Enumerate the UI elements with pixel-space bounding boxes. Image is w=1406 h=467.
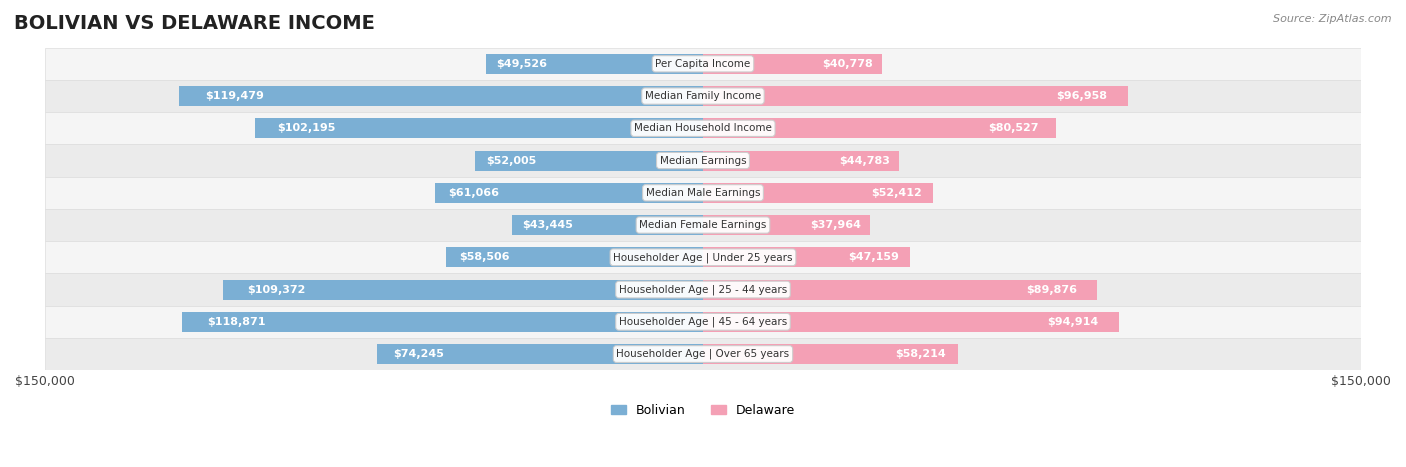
Text: Source: ZipAtlas.com: Source: ZipAtlas.com — [1274, 14, 1392, 24]
Text: Median Male Earnings: Median Male Earnings — [645, 188, 761, 198]
Text: Householder Age | Over 65 years: Householder Age | Over 65 years — [616, 349, 790, 359]
Text: $119,479: $119,479 — [205, 91, 264, 101]
Text: Median Family Income: Median Family Income — [645, 91, 761, 101]
Bar — [224, 280, 703, 299]
Bar — [703, 248, 910, 267]
Text: $58,506: $58,506 — [460, 252, 509, 262]
Bar — [446, 248, 703, 267]
Bar — [254, 118, 703, 138]
Bar — [703, 215, 869, 235]
Bar — [703, 312, 1119, 332]
Text: $102,195: $102,195 — [277, 123, 336, 133]
Text: BOLIVIAN VS DELAWARE INCOME: BOLIVIAN VS DELAWARE INCOME — [14, 14, 375, 33]
Text: Median Female Earnings: Median Female Earnings — [640, 220, 766, 230]
Bar — [703, 280, 1097, 299]
Text: $96,958: $96,958 — [1056, 91, 1107, 101]
Bar — [703, 118, 1056, 138]
Text: $58,214: $58,214 — [894, 349, 946, 359]
Bar — [485, 54, 703, 74]
Text: $52,005: $52,005 — [486, 156, 537, 166]
FancyBboxPatch shape — [45, 80, 1361, 112]
Text: $43,445: $43,445 — [522, 220, 572, 230]
Text: Householder Age | Under 25 years: Householder Age | Under 25 years — [613, 252, 793, 262]
Bar — [512, 215, 703, 235]
Text: $47,159: $47,159 — [849, 252, 900, 262]
Text: Householder Age | 45 - 64 years: Householder Age | 45 - 64 years — [619, 317, 787, 327]
FancyBboxPatch shape — [45, 274, 1361, 306]
Text: $109,372: $109,372 — [247, 284, 305, 295]
Text: $37,964: $37,964 — [810, 220, 862, 230]
Text: Median Earnings: Median Earnings — [659, 156, 747, 166]
Text: $80,527: $80,527 — [988, 123, 1039, 133]
FancyBboxPatch shape — [45, 241, 1361, 274]
Text: $49,526: $49,526 — [496, 59, 547, 69]
Text: Per Capita Income: Per Capita Income — [655, 59, 751, 69]
Text: $52,412: $52,412 — [870, 188, 921, 198]
Text: Median Household Income: Median Household Income — [634, 123, 772, 133]
Text: $89,876: $89,876 — [1026, 284, 1077, 295]
FancyBboxPatch shape — [45, 306, 1361, 338]
Bar — [475, 150, 703, 170]
FancyBboxPatch shape — [45, 209, 1361, 241]
Text: $94,914: $94,914 — [1047, 317, 1098, 327]
Bar — [703, 150, 900, 170]
Text: $61,066: $61,066 — [449, 188, 499, 198]
Bar — [434, 183, 703, 203]
Text: Householder Age | 25 - 44 years: Householder Age | 25 - 44 years — [619, 284, 787, 295]
Bar — [703, 86, 1129, 106]
Bar — [703, 344, 959, 364]
Bar — [703, 183, 934, 203]
FancyBboxPatch shape — [45, 338, 1361, 370]
FancyBboxPatch shape — [45, 144, 1361, 177]
Bar — [377, 344, 703, 364]
Text: $74,245: $74,245 — [394, 349, 444, 359]
Bar — [181, 312, 703, 332]
Legend: Bolivian, Delaware: Bolivian, Delaware — [606, 399, 800, 422]
Text: $40,778: $40,778 — [823, 59, 873, 69]
Bar — [179, 86, 703, 106]
Text: $44,783: $44,783 — [839, 156, 890, 166]
FancyBboxPatch shape — [45, 112, 1361, 144]
Bar — [703, 54, 882, 74]
FancyBboxPatch shape — [45, 177, 1361, 209]
FancyBboxPatch shape — [45, 48, 1361, 80]
Text: $118,871: $118,871 — [208, 317, 266, 327]
